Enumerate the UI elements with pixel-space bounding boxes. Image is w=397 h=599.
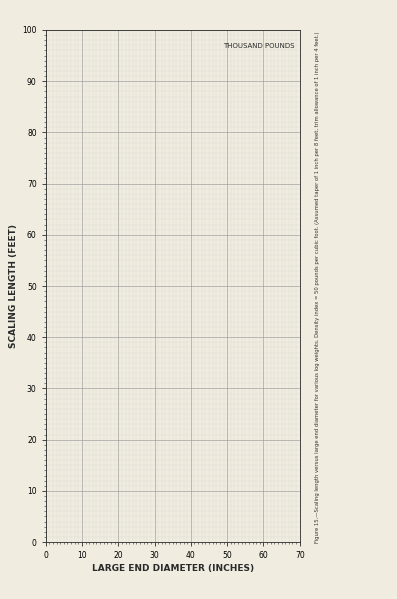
Text: Figure 15.—Scaling length versus large end diameter for various log weights. Den: Figure 15.—Scaling length versus large e… (315, 32, 320, 543)
X-axis label: LARGE END DIAMETER (INCHES): LARGE END DIAMETER (INCHES) (92, 564, 254, 573)
Text: THOUSAND POUNDS: THOUSAND POUNDS (223, 43, 295, 49)
Y-axis label: SCALING LENGTH (FEET): SCALING LENGTH (FEET) (9, 224, 18, 348)
